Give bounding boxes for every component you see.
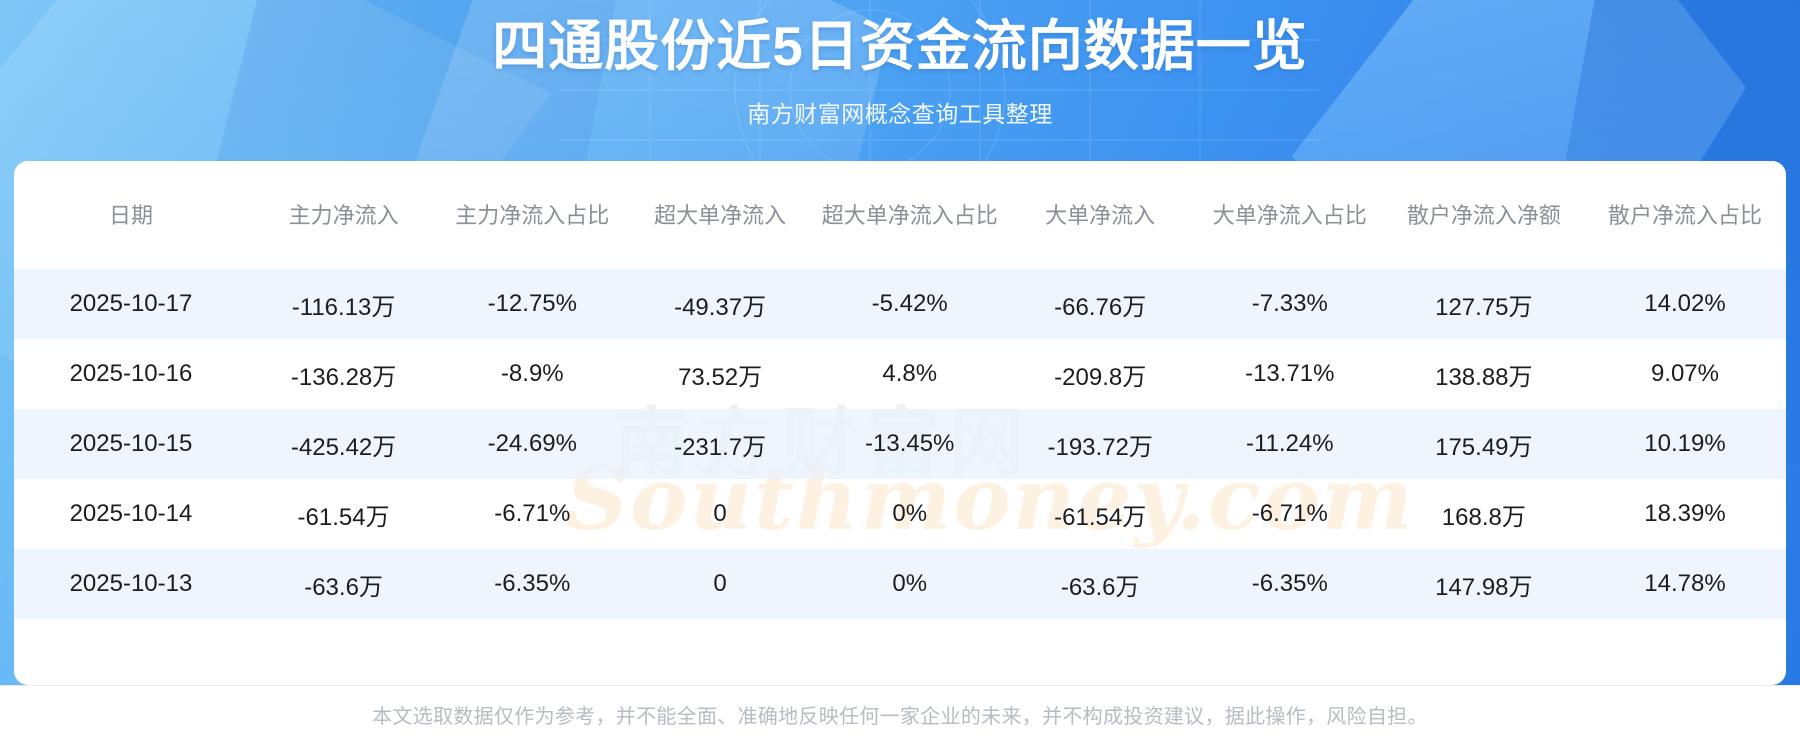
column-header-big-pct: 大单净流入占比 <box>1195 161 1384 269</box>
cell-big-pct: -11.24% <box>1195 409 1384 479</box>
cell-main-pct: -24.69% <box>439 409 626 479</box>
cell-date: 2025-10-14 <box>69 500 193 527</box>
cell-super-net: 73.52万 <box>678 363 763 391</box>
column-header-date: 日期 <box>14 161 248 269</box>
cell-super-pct: 4.8% <box>882 360 938 387</box>
cell-big-net: -66.76万 <box>1004 269 1196 339</box>
table-row: 2025-10-14 -61.54万 -6.71% 0 0% -61.54万 -… <box>14 479 1786 549</box>
column-header-super-pct: 超大单净流入占比 <box>814 161 1005 269</box>
cell-big-net: -209.8万 <box>1054 363 1147 391</box>
footer: 本文选取数据仅作为参考，并不能全面、准确地反映任何一家企业的未来，并不构成投资建… <box>0 685 1800 743</box>
table-row: 2025-10-17 -116.13万 -12.75% -49.37万 -5.4… <box>14 269 1786 339</box>
cell-retail-pct: 9.07% <box>1650 360 1719 387</box>
table-row: 2025-10-16 -136.28万 -8.9% 73.52万 4.8% -2… <box>14 339 1786 409</box>
data-card: 南方财富网 Southmoney.com 日期 主力净流入 主力净流入占比 超大… <box>14 161 1786 685</box>
cell-main-net: -136.28万 <box>290 363 397 391</box>
cell-main-net: -63.6万 <box>247 549 440 619</box>
cell-super-pct: 0% <box>892 500 928 527</box>
cell-big-net: -193.72万 <box>1004 409 1196 479</box>
table-row: 2025-10-15 -425.42万 -24.69% -231.7万 -13.… <box>14 409 1786 479</box>
cell-big-pct: -6.35% <box>1195 549 1384 619</box>
column-header-main-pct: 主力净流入占比 <box>439 161 626 269</box>
cell-date: 2025-10-16 <box>69 360 193 387</box>
cell-retail-pct: 18.39% <box>1644 500 1726 527</box>
cell-main-net: -116.13万 <box>247 269 440 339</box>
cell-retail-pct: 14.02% <box>1583 269 1786 339</box>
cell-super-net: -49.37万 <box>625 269 815 339</box>
cell-main-pct: -12.75% <box>439 269 626 339</box>
cell-date: 2025-10-13 <box>14 549 248 619</box>
cell-main-net: -61.54万 <box>297 503 390 531</box>
cell-super-pct: 0% <box>814 549 1005 619</box>
cell-super-net: 0 <box>713 500 727 527</box>
cell-super-net: -231.7万 <box>625 409 815 479</box>
cell-date: 2025-10-15 <box>14 409 248 479</box>
page-subtitle: 南方财富网概念查询工具整理 <box>747 100 1053 127</box>
cell-date: 2025-10-17 <box>14 269 248 339</box>
cell-big-pct: -13.71% <box>1245 360 1335 387</box>
cell-retail-pct: 10.19% <box>1583 409 1786 479</box>
column-header-main-net: 主力净流入 <box>247 161 440 269</box>
page-title: 四通股份近5日资金流向数据一览 <box>492 15 1308 77</box>
column-header-super-net: 超大单净流入 <box>625 161 815 269</box>
cell-retail-net: 175.49万 <box>1383 409 1584 479</box>
cell-big-net: -61.54万 <box>1054 503 1147 531</box>
cell-big-net: -63.6万 <box>1004 549 1196 619</box>
cell-main-pct: -8.9% <box>500 360 564 387</box>
cell-big-pct: -7.33% <box>1195 269 1384 339</box>
cell-main-pct: -6.35% <box>439 549 626 619</box>
banner: 四通股份近5日资金流向数据一览 南方财富网概念查询工具整理 <box>0 0 1800 168</box>
table-header: 日期 主力净流入 主力净流入占比 超大单净流入 超大单净流入占比 大单净流入 大… <box>14 161 1786 269</box>
table-row: 2025-10-13 -63.6万 -6.35% 0 0% -63.6万 -6.… <box>14 549 1786 619</box>
disclaimer-text: 本文选取数据仅作为参考，并不能全面、准确地反映任何一家企业的未来，并不构成投资建… <box>372 706 1428 728</box>
cell-retail-net: 147.98万 <box>1383 549 1584 619</box>
cell-super-net: 0 <box>625 549 815 619</box>
cell-super-pct: -13.45% <box>814 409 1005 479</box>
column-header-big-net: 大单净流入 <box>1004 161 1196 269</box>
table-body: 2025-10-17 -116.13万 -12.75% -49.37万 -5.4… <box>14 269 1786 619</box>
column-header-retail-pct: 散户净流入占比 <box>1583 161 1786 269</box>
cell-main-pct: -6.71% <box>494 500 571 527</box>
cell-retail-pct: 14.78% <box>1583 549 1786 619</box>
cell-retail-net: 138.88万 <box>1435 363 1533 391</box>
cell-main-net: -425.42万 <box>247 409 440 479</box>
cell-big-pct: -6.71% <box>1251 500 1328 527</box>
table-header-row: 日期 主力净流入 主力净流入占比 超大单净流入 超大单净流入占比 大单净流入 大… <box>14 161 1786 269</box>
column-header-retail-net: 散户净流入净额 <box>1383 161 1584 269</box>
cell-retail-net: 127.75万 <box>1383 269 1584 339</box>
cell-retail-net: 168.8万 <box>1441 503 1526 531</box>
cell-super-pct: -5.42% <box>814 269 1005 339</box>
fund-flow-table: 日期 主力净流入 主力净流入占比 超大单净流入 超大单净流入占比 大单净流入 大… <box>14 161 1786 619</box>
